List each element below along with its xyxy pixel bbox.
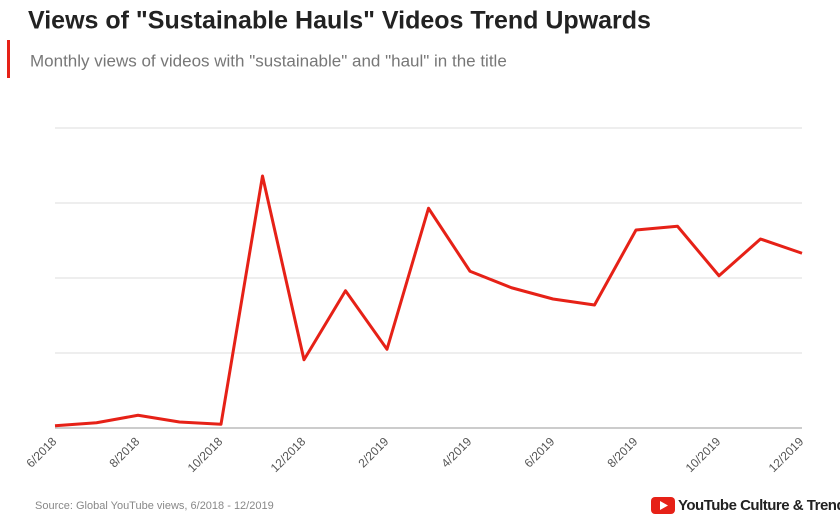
chart-title: Views of "Sustainable Hauls" Videos Tren… xyxy=(28,7,651,35)
x-tick-label: 12/2018 xyxy=(268,434,309,475)
x-tick-label: 6/2018 xyxy=(24,434,60,470)
accent-bar xyxy=(7,40,10,78)
x-tick-label: 8/2019 xyxy=(605,434,641,470)
brand-name: YouTube Culture & Trends xyxy=(678,497,840,514)
x-tick-label: 10/2018 xyxy=(185,434,226,475)
x-tick-label: 2/2019 xyxy=(356,434,392,470)
chart-subtitle: Monthly views of videos with "sustainabl… xyxy=(30,51,507,70)
x-tick-label: 10/2019 xyxy=(683,434,724,475)
x-tick-label: 6/2019 xyxy=(522,434,558,470)
brand-logo xyxy=(651,497,675,514)
data-line xyxy=(54,174,803,428)
x-tick-label: 12/2019 xyxy=(766,434,807,475)
source-note: Source: Global YouTube views, 6/2018 - 1… xyxy=(35,500,274,512)
x-tick-label: 4/2019 xyxy=(439,434,475,470)
x-tick-label: 8/2018 xyxy=(107,434,143,470)
